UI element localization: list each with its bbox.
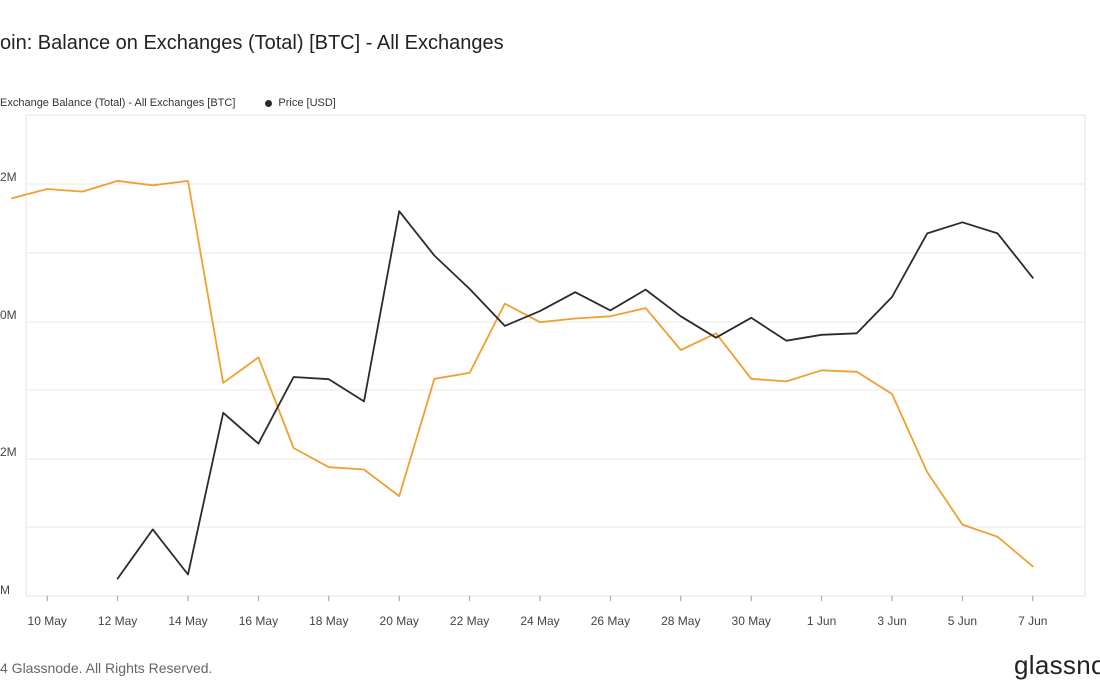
- x-tick-label-4: 18 May: [309, 614, 348, 628]
- legend: Exchange Balance (Total) - All Exchanges…: [0, 97, 366, 109]
- x-tick-label-10: 30 May: [732, 614, 771, 628]
- x-tick-label-1: 12 May: [98, 614, 137, 628]
- x-tick-label-13: 5 Jun: [948, 614, 977, 628]
- y-tick-label-3: M: [0, 583, 10, 597]
- series-line-1: [116, 210, 1034, 580]
- x-tick-label-0: 10 May: [28, 614, 67, 628]
- x-tick-label-14: 7 Jun: [1018, 614, 1047, 628]
- series-line-0: [11, 180, 1034, 568]
- copyright-footer: 4 Glassnode. All Rights Reserved.: [0, 660, 213, 676]
- y-tick-label-1: 0M: [0, 308, 17, 322]
- x-tick-label-9: 28 May: [661, 614, 700, 628]
- legend-dot-price: [265, 99, 273, 107]
- x-tick-label-12: 3 Jun: [877, 614, 906, 628]
- legend-label-price: Price [USD]: [278, 97, 336, 109]
- y-tick-label-2: 2M: [0, 445, 17, 459]
- x-tick-label-5: 20 May: [380, 614, 419, 628]
- x-tick-label-7: 24 May: [520, 614, 559, 628]
- x-tick-label-8: 26 May: [591, 614, 630, 628]
- x-tick-label-2: 14 May: [168, 614, 207, 628]
- x-tick-label-6: 22 May: [450, 614, 489, 628]
- chart-title: oin: Balance on Exchanges (Total) [BTC] …: [0, 32, 504, 54]
- x-tick-label-3: 16 May: [239, 614, 278, 628]
- line-chart: 2M 0M 2M M 10 May 12 May 14 May 16 May 18 May 20 …: [0, 114, 1086, 628]
- glassnode-logo: glassno: [1014, 650, 1100, 680]
- legend-item-balance[interactable]: Exchange Balance (Total) - All Exchanges…: [0, 97, 235, 109]
- legend-label-balance: Exchange Balance (Total) - All Exchanges…: [0, 97, 236, 109]
- y-tick-label-0: 2M: [0, 170, 17, 184]
- legend-item-price[interactable]: Price [USD]: [265, 97, 336, 109]
- x-tick-label-11: 1 Jun: [807, 614, 836, 628]
